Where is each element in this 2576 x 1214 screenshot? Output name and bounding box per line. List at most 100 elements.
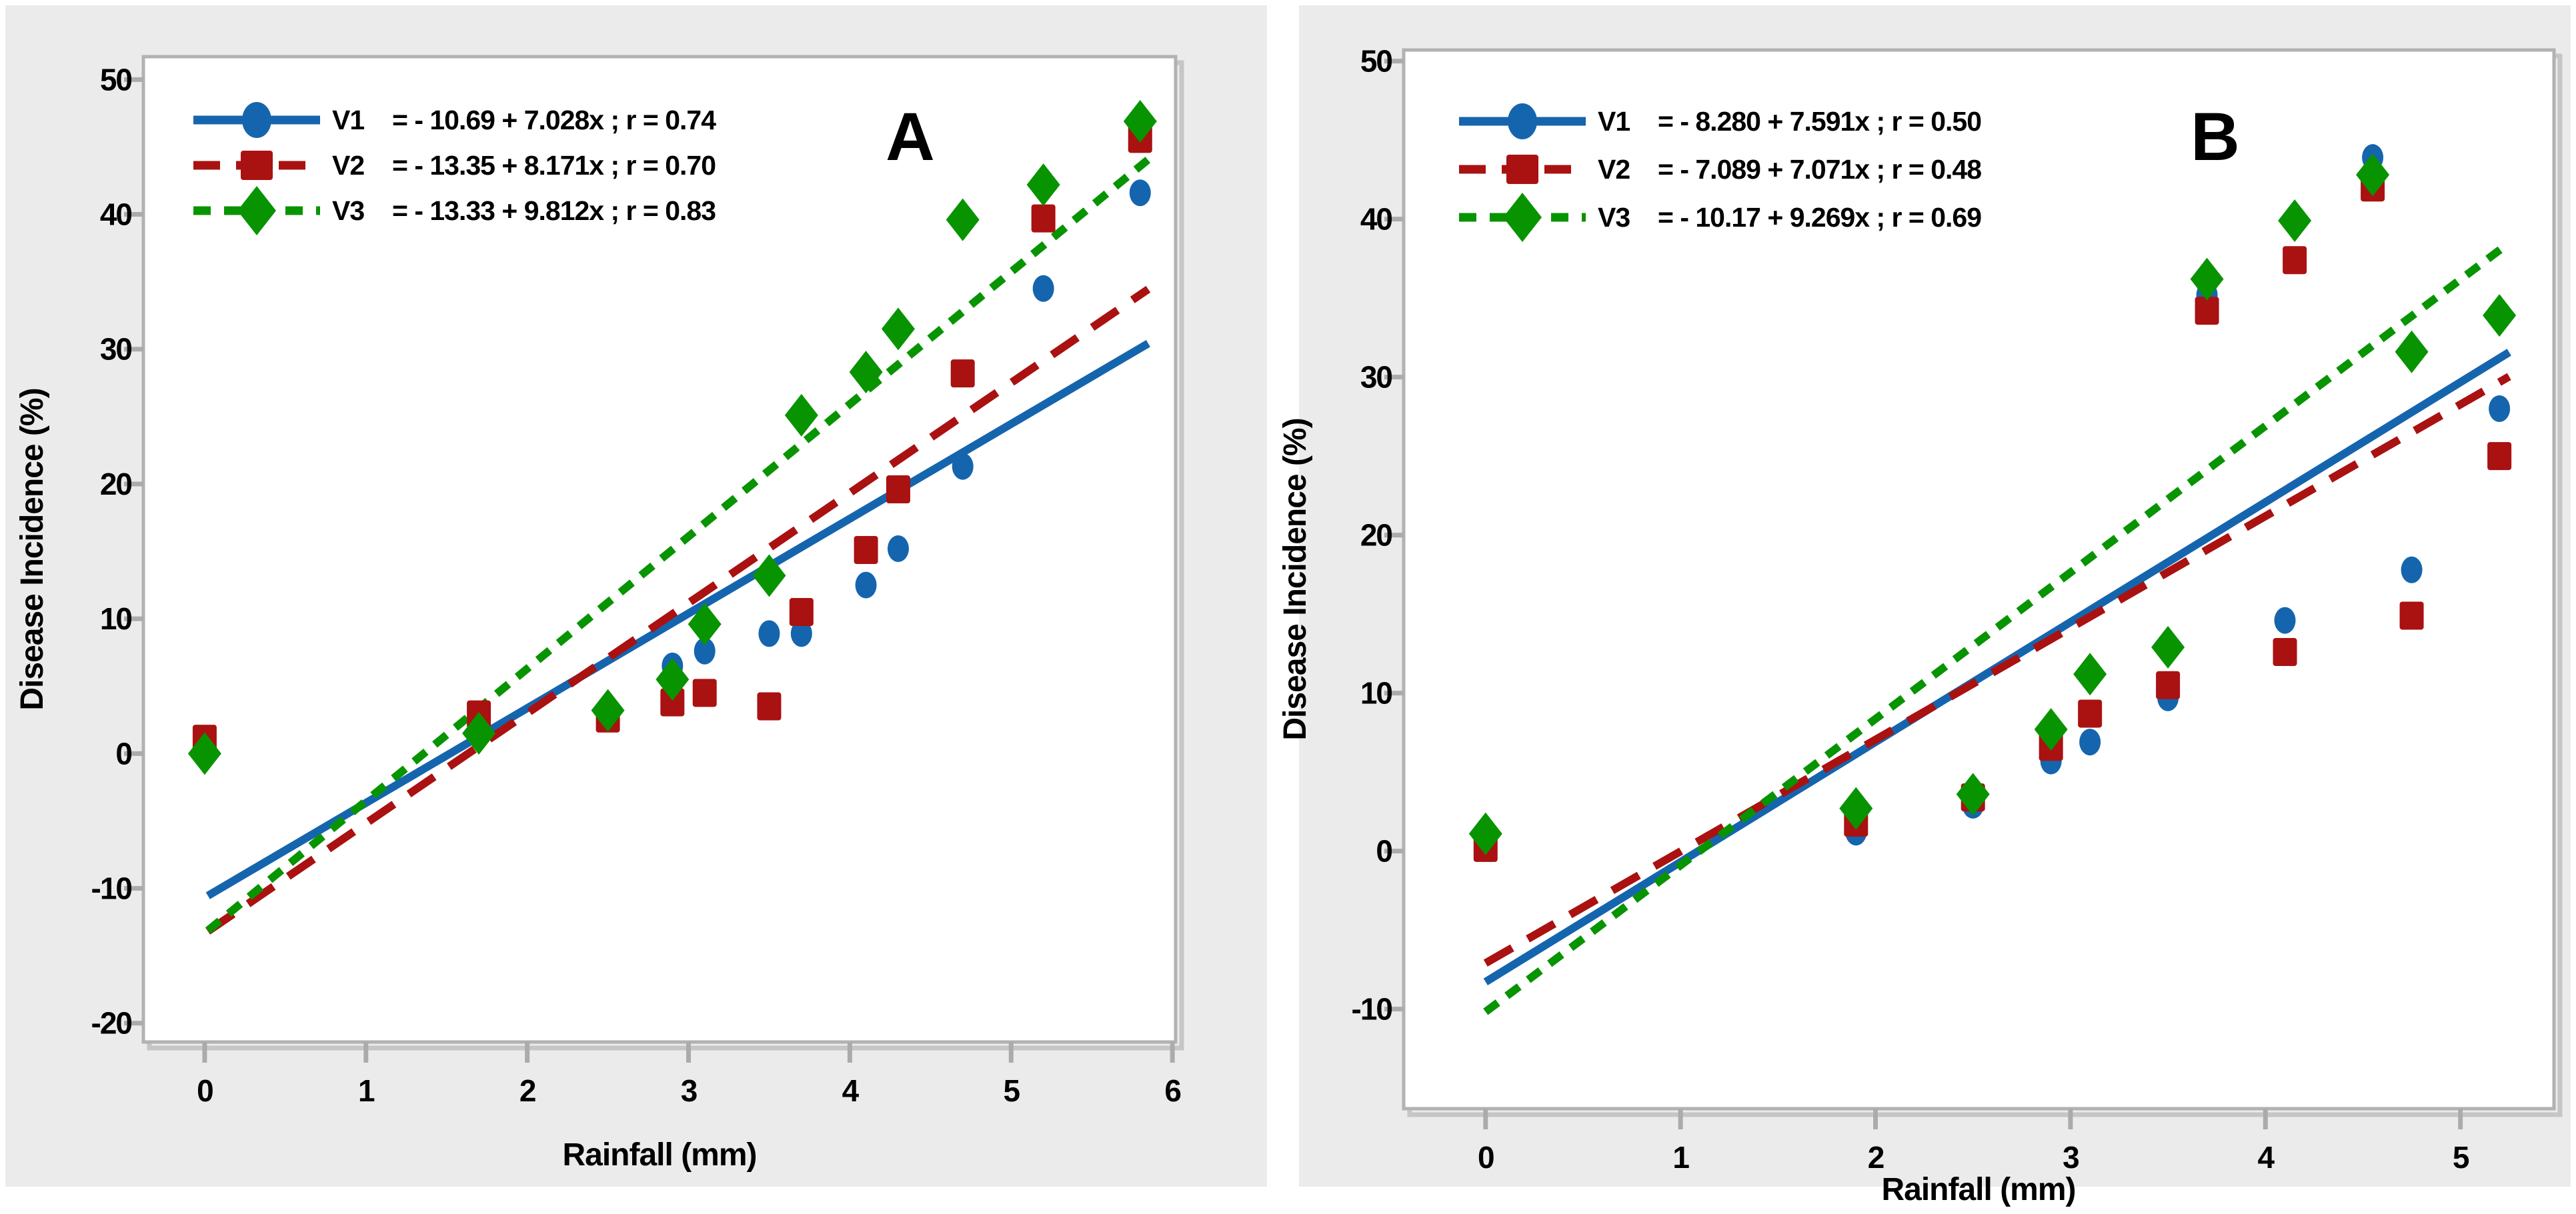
legend-marker-v3: [1503, 193, 1542, 242]
data-point-v3: [1839, 787, 1873, 830]
x-tick-label: 1: [358, 1073, 375, 1108]
legend-marker-v1: [1508, 103, 1537, 139]
data-point-v2: [692, 679, 717, 707]
data-point-v3: [462, 711, 496, 755]
legend-equation: = - 7.089 + 7.071x ; r = 0.48: [1658, 154, 1981, 185]
legend-equation: = - 13.35 + 8.171x ; r = 0.70: [392, 150, 716, 181]
y-tick-label: 10: [100, 601, 132, 636]
data-point-v3: [849, 351, 883, 394]
y-tick-label: 30: [1360, 360, 1392, 395]
y-tick-label: 30: [100, 332, 132, 367]
legend-marker-v2: [1506, 155, 1538, 184]
data-point-v3: [2395, 330, 2429, 373]
data-point-v3: [2151, 625, 2185, 669]
data-point-v1: [1032, 275, 1054, 302]
data-point-v1: [2401, 556, 2423, 583]
data-point-v2: [854, 536, 878, 565]
data-point-v2: [1031, 204, 1056, 233]
regression-line-v2: [1483, 373, 2511, 967]
data-point-v2: [757, 692, 782, 721]
data-point-v3: [1123, 100, 1157, 143]
data-point-v3: [2073, 653, 2107, 696]
data-point-v2: [789, 598, 814, 627]
panel-letter: A: [886, 99, 935, 175]
data-point-v3: [784, 393, 818, 437]
y-tick-label: 50: [1360, 44, 1392, 79]
x-tick-label: 3: [681, 1073, 697, 1108]
legend-series-label: V3: [332, 195, 364, 226]
x-tick-label: 2: [519, 1073, 535, 1108]
data-point-v3: [2278, 199, 2312, 242]
data-point-v2: [2195, 297, 2219, 325]
data-point-v1: [2274, 607, 2296, 634]
legend-marker-v2: [241, 151, 273, 180]
data-point-v3: [1468, 812, 1502, 855]
regression-line-v2: [205, 285, 1151, 935]
legend-series-label: V1: [1598, 106, 1630, 137]
x-axis-title: Rainfall (mm): [562, 1137, 756, 1173]
data-point-v1: [952, 453, 974, 480]
data-point-v2: [2078, 699, 2103, 728]
data-point-v2: [2156, 671, 2181, 699]
legend-equation: = - 8.280 + 7.591x ; r = 0.50: [1658, 106, 1981, 137]
y-tick-label: 0: [1376, 834, 1392, 869]
data-point-v2: [2273, 638, 2297, 667]
y-tick-label: -20: [91, 1006, 132, 1041]
legend-equation: = - 10.69 + 7.028x ; r = 0.74: [392, 105, 716, 135]
data-point-v3: [2356, 153, 2390, 197]
data-point-v2: [660, 688, 685, 717]
x-tick-label: 5: [2453, 1140, 2469, 1175]
data-point-v3: [881, 307, 915, 351]
legend-series-label: V2: [332, 150, 364, 181]
data-point-v3: [688, 603, 722, 646]
y-tick-label: 20: [1360, 518, 1392, 553]
data-point-v1: [2489, 395, 2511, 423]
y-tick-label: 20: [100, 467, 132, 501]
y-tick-label: -10: [1352, 992, 1392, 1027]
legend-series-label: V1: [332, 105, 364, 135]
data-point-v3: [2190, 257, 2224, 301]
data-point-v1: [758, 620, 780, 647]
x-tick-label: 4: [842, 1073, 860, 1108]
data-point-v3: [1026, 163, 1060, 207]
data-point-v3: [946, 198, 980, 241]
data-point-v1: [694, 637, 716, 665]
legend-series-label: V3: [1598, 202, 1630, 233]
x-tick-label: 3: [2063, 1140, 2079, 1175]
legend-equation: = - 10.17 + 9.269x ; r = 0.69: [1658, 202, 1981, 233]
y-tick-label: -10: [91, 871, 132, 906]
data-point-v2: [886, 475, 910, 504]
plot-area: [141, 55, 1178, 1044]
y-tick-label: 10: [1360, 676, 1392, 711]
data-point-v3: [591, 689, 625, 732]
x-tick-label: 1: [1672, 1140, 1689, 1175]
y-axis-title: Disease Incidence (%): [15, 388, 50, 710]
data-point-v2: [2487, 442, 2512, 471]
y-tick-label: 0: [115, 736, 131, 771]
data-point-v3: [752, 554, 786, 597]
legend-equation: = - 13.33 + 9.812x ; r = 0.83: [392, 195, 716, 226]
y-tick-label: 40: [1360, 202, 1392, 237]
data-point-v1: [1129, 179, 1151, 207]
legend-marker-v1: [242, 102, 271, 138]
x-axis-title: Rainfall (mm): [1881, 1172, 2075, 1207]
x-tick-label: 6: [1164, 1073, 1180, 1108]
x-tick-label: 2: [1868, 1140, 1884, 1175]
x-tick-label: 5: [1003, 1073, 1020, 1108]
data-point-v1: [2079, 729, 2101, 756]
data-point-v2: [2399, 601, 2424, 630]
data-point-v3: [187, 732, 221, 775]
x-tick-label: 0: [197, 1073, 213, 1108]
y-axis-title: Disease Incidence (%): [1278, 418, 1313, 740]
legend-marker-v3: [237, 186, 276, 235]
data-point-v1: [790, 620, 812, 647]
x-tick-label: 0: [1478, 1140, 1494, 1175]
data-point-v3: [2034, 708, 2068, 751]
data-point-v2: [2283, 246, 2307, 275]
data-point-v1: [887, 535, 909, 562]
legend-series-label: V2: [1598, 154, 1630, 185]
data-point-v3: [656, 658, 690, 701]
data-point-v3: [2483, 294, 2517, 337]
